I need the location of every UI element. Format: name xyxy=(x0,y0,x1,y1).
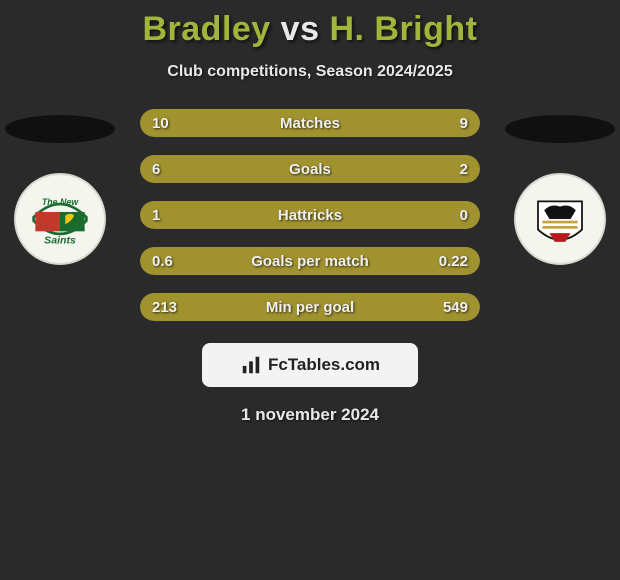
metric-label: Matches xyxy=(140,109,480,137)
metric-value-right: 0 xyxy=(460,201,468,229)
left-column: The New Saints xyxy=(0,109,120,265)
vs-text: vs xyxy=(281,10,320,48)
right-column xyxy=(500,109,620,265)
player2-shadow-oval xyxy=(505,115,615,143)
opponent-crest-icon xyxy=(516,175,604,263)
subtitle: Club competitions, Season 2024/2025 xyxy=(0,63,620,81)
brand-text: FcTables.com xyxy=(268,355,380,375)
metric-value-right: 0.22 xyxy=(439,247,468,275)
comparison-title: Bradley vs H. Bright xyxy=(0,0,620,49)
metric-label: Goals per match xyxy=(140,247,480,275)
comparison-body: The New Saints 10Matches9 6Goals2 1Hattric… xyxy=(0,109,620,321)
player1-shadow-oval xyxy=(5,115,115,143)
metric-label: Hattricks xyxy=(140,201,480,229)
metric-value-right: 549 xyxy=(443,293,468,321)
metric-bar: 1Hattricks0 xyxy=(140,201,480,229)
tns-crest-icon: The New Saints xyxy=(16,175,104,263)
player1-club-crest: The New Saints xyxy=(14,173,106,265)
metric-bar: 0.6Goals per match0.22 xyxy=(140,247,480,275)
metric-bar: 6Goals2 xyxy=(140,155,480,183)
player2-name: H. Bright xyxy=(329,10,477,48)
player1-name: Bradley xyxy=(142,10,270,48)
metric-value-right: 9 xyxy=(460,109,468,137)
player2-club-crest xyxy=(514,173,606,265)
metric-value-right: 2 xyxy=(460,155,468,183)
metric-label: Goals xyxy=(140,155,480,183)
metric-bar: 10Matches9 xyxy=(140,109,480,137)
snapshot-date: 1 november 2024 xyxy=(0,405,620,425)
metric-bar: 213Min per goal549 xyxy=(140,293,480,321)
metrics-bars: 10Matches9 6Goals2 1Hattricks0 0.6Goals per… xyxy=(140,109,480,321)
brand-badge: FcTables.com xyxy=(202,343,418,387)
svg-text:Saints: Saints xyxy=(44,235,76,247)
bar-chart-icon xyxy=(240,354,262,376)
svg-text:The New: The New xyxy=(42,197,79,207)
metric-label: Min per goal xyxy=(140,293,480,321)
